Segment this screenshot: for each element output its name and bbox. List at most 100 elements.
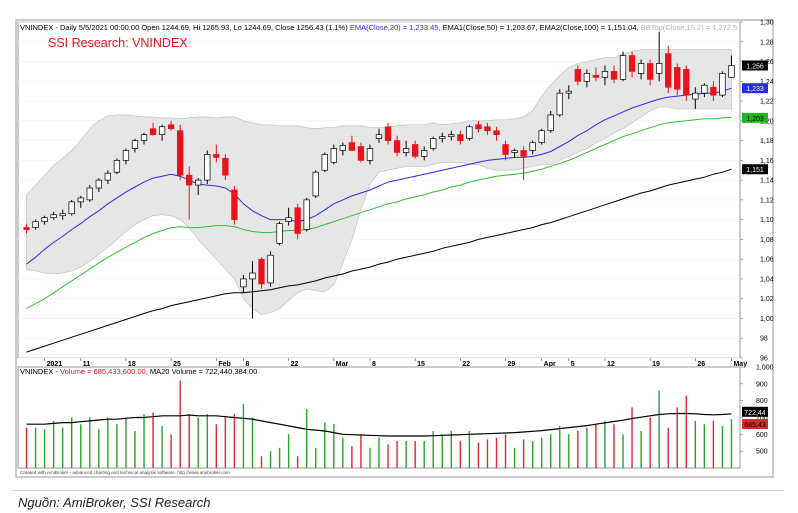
x-tick-label: 8 <box>245 361 249 368</box>
price-marker-box <box>742 112 768 123</box>
price-header: VNINDEX - Daily 5/5/2021 00:00:00 Open 1… <box>20 23 737 32</box>
candle-body-up <box>556 92 563 116</box>
source-caption: Nguồn: AmiBroker, SSI Research <box>18 495 211 510</box>
candle <box>574 65 581 86</box>
volume-marker-label: 685,43 <box>744 422 766 429</box>
candle <box>583 69 591 88</box>
candle <box>285 207 292 226</box>
volume-y-tick-label: 700 <box>756 415 768 422</box>
candle <box>204 150 211 185</box>
candle-body-up <box>538 130 545 143</box>
price-y-tick-label: 1,30 <box>760 20 774 27</box>
price-marker-label: 1,203 <box>746 116 764 123</box>
x-tick-label: 5 <box>571 361 575 368</box>
candle-body-up <box>68 201 75 215</box>
candle-body-down <box>457 134 464 141</box>
x-tick-label: 22 <box>462 361 470 368</box>
candle-body-up <box>619 55 627 80</box>
candle-body-down <box>222 158 229 176</box>
candle-body-up <box>565 90 572 94</box>
candle <box>357 142 365 163</box>
x-tick-label: 26 <box>697 361 705 368</box>
candle <box>348 135 356 151</box>
candle-body-down <box>231 189 238 220</box>
footer-note: Created with AmiBroker - advanced charti… <box>20 470 230 475</box>
candle <box>366 144 374 165</box>
candle <box>186 166 193 220</box>
price-marker-box <box>742 60 768 71</box>
price-y-tick-label: 1,02 <box>760 296 774 303</box>
candle <box>719 71 726 98</box>
candle-body-down <box>412 144 419 157</box>
x-tick-label: 2021 <box>47 361 63 368</box>
price-marker: 1,256 <box>742 60 768 71</box>
ema20-line <box>26 87 732 265</box>
candle-body-up <box>583 73 591 82</box>
candle <box>538 128 545 145</box>
candle-body-up <box>204 154 211 181</box>
candle-body-up <box>439 136 446 139</box>
volume-y-tick-label: 600 <box>756 432 768 439</box>
x-tick-label: 29 <box>508 361 516 368</box>
candle <box>195 178 202 195</box>
candle <box>475 120 482 133</box>
price-y-tick-label: 1,10 <box>760 217 774 224</box>
price-marker-label: 1,233 <box>746 86 764 93</box>
candle <box>149 122 157 136</box>
candle-body-up <box>95 179 102 189</box>
candle <box>68 199 75 216</box>
candle <box>213 144 220 163</box>
candle <box>637 59 645 80</box>
candle-body-down <box>502 144 509 155</box>
candle-body-up <box>285 217 292 222</box>
price-y-tick-label: 1,06 <box>760 257 774 264</box>
x-tick-label: 25 <box>173 361 181 368</box>
candle-body-down <box>213 154 220 158</box>
price-marker-label: 1,256 <box>746 63 764 70</box>
candle-body-down <box>674 67 681 90</box>
candle-body-down <box>574 69 581 82</box>
price-marker: 1,233 <box>742 83 768 94</box>
candle <box>565 85 572 100</box>
price-y-tick-label: 1,08 <box>760 237 774 244</box>
candle-body-down <box>665 53 672 88</box>
price-y-tick-label: 1,04 <box>760 276 774 283</box>
candle-body-up <box>249 272 256 280</box>
volume-pane: VNINDEX - Volume = 685,433,600.00, MA20 … <box>17 365 774 469</box>
candle-body-up <box>312 171 319 197</box>
candle <box>122 148 130 165</box>
candle <box>158 124 166 141</box>
candle-body-down <box>628 55 636 72</box>
candle-body-down <box>167 124 175 130</box>
price-marker: 1,151 <box>742 164 768 175</box>
price-right-markers: 1,256 1,233 1,203 1,151 <box>742 60 768 175</box>
volume-bars <box>25 380 733 468</box>
candle-body-down <box>520 150 527 157</box>
caption-separator <box>12 490 784 491</box>
candle-body-down <box>610 71 618 80</box>
candle <box>140 132 148 145</box>
volume-marker: 685,43 <box>742 419 768 430</box>
price-marker-box <box>742 83 768 94</box>
price-y-tick-label: 1,14 <box>760 178 774 185</box>
candle <box>276 221 283 246</box>
candle-body-up <box>267 254 274 284</box>
candle <box>439 132 446 143</box>
price-marker-label: 1,151 <box>746 167 764 174</box>
candle-body-down <box>493 130 500 136</box>
candle <box>610 65 618 84</box>
candle-body-down <box>384 126 392 141</box>
candle <box>601 65 609 86</box>
volume-marker-box <box>742 419 768 430</box>
candle-body-up <box>321 154 328 171</box>
candle <box>502 140 509 161</box>
volume-y-tick-label: 800 <box>756 398 768 405</box>
x-tick-label: May <box>733 361 747 368</box>
price-y-axis: 96 98 1,00 1,02 1,04 1,06 1,08 1,10 1,12 1,14 1,16… <box>740 20 774 363</box>
candle-body-up <box>104 172 112 181</box>
candle-body-up <box>158 126 166 136</box>
x-tick-label: 11 <box>83 361 91 368</box>
candle-body-up <box>59 213 66 217</box>
bollinger-band <box>26 48 732 315</box>
candle <box>592 67 600 82</box>
